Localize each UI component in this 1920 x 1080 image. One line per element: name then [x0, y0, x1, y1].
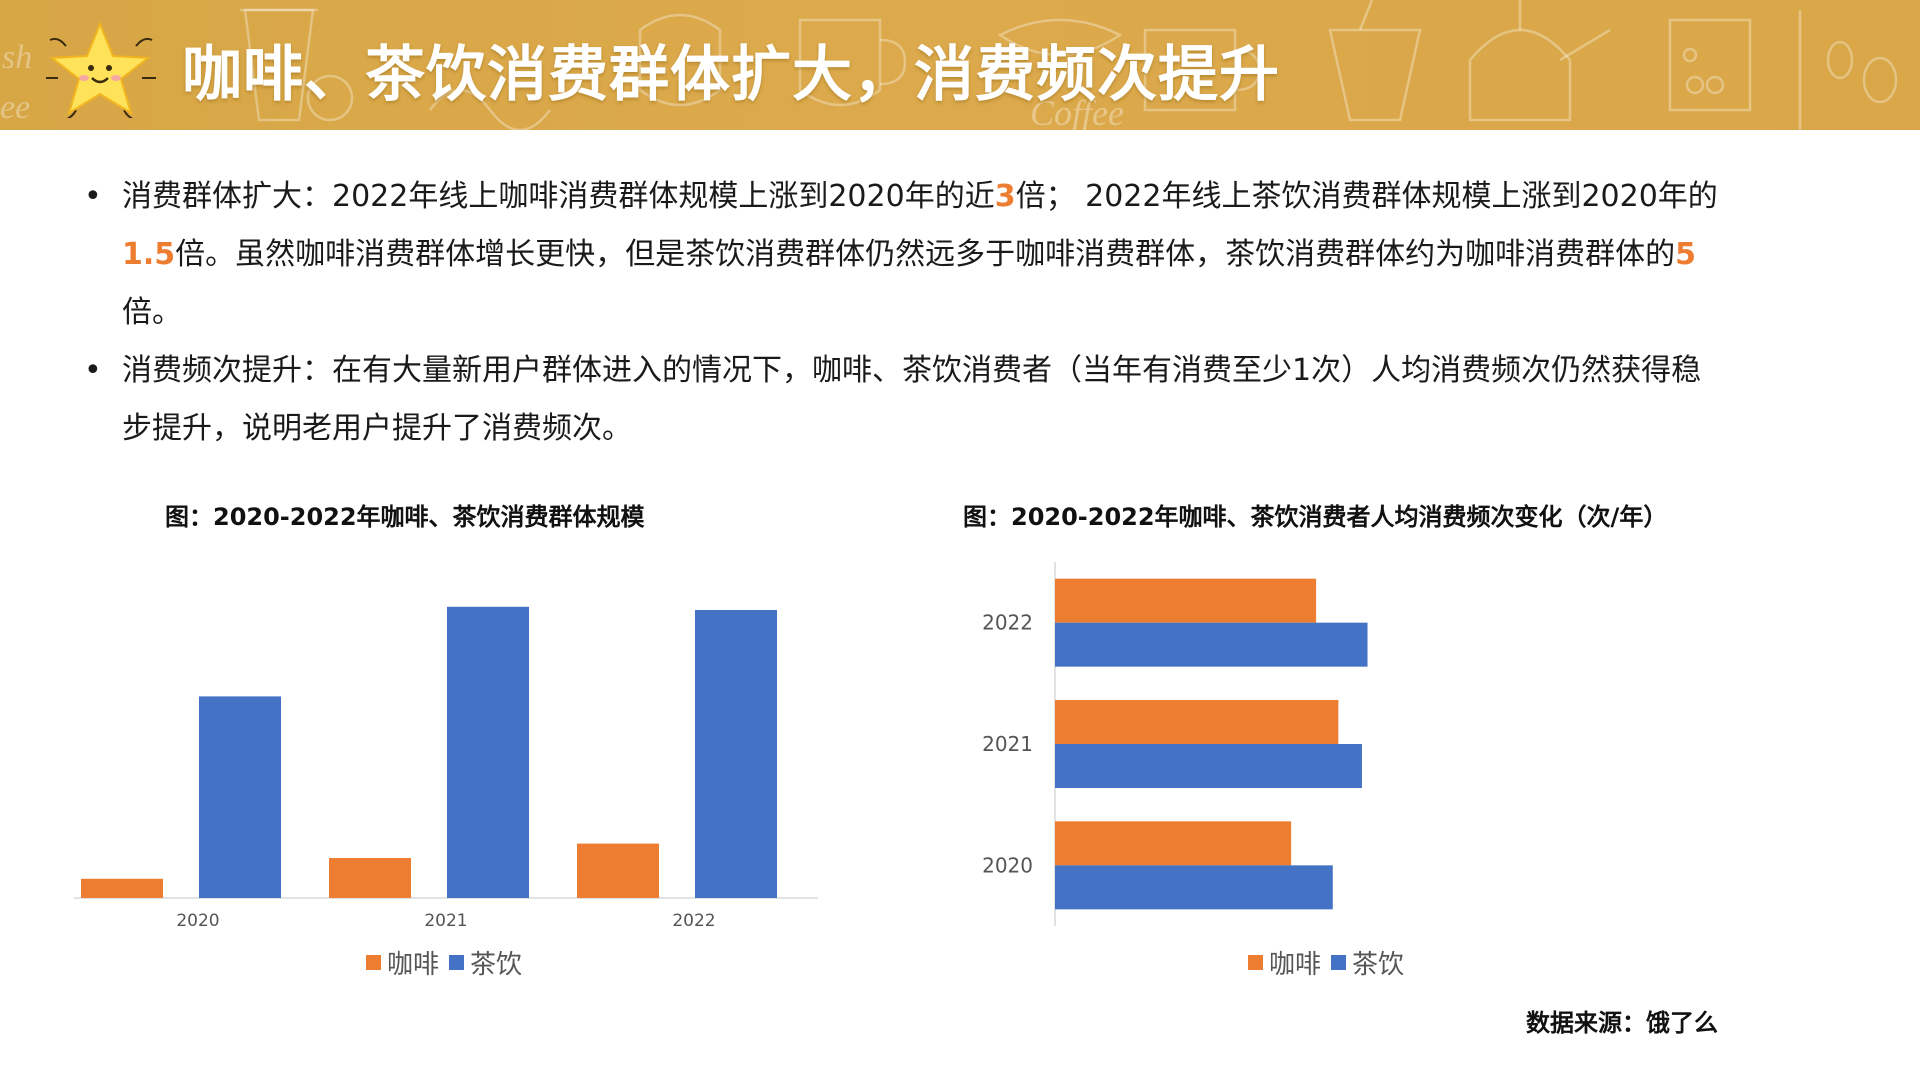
- bullet-consumer-group: • 消费群体扩大：2022年线上咖啡消费群体规模上涨到2020年的近3倍； 20…: [84, 168, 1724, 342]
- legend-item-coffee: 咖啡: [1248, 944, 1321, 981]
- legend-label: 茶饮: [470, 950, 523, 980]
- chart-1-title: 图：2020-2022年咖啡、茶饮消费群体规模: [165, 503, 645, 531]
- bar-tea-2021: [447, 606, 529, 898]
- bullet-frequency: • 消费频次提升：在有大量新用户群体进入的情况下，咖啡、茶饮消费者（当年有消费至…: [84, 342, 1724, 458]
- x-tick-label: 2021: [424, 911, 467, 931]
- page-title: 咖啡、茶饮消费群体扩大，消费频次提升: [182, 40, 1280, 110]
- highlight-number: 5: [1675, 237, 1697, 272]
- bullet-text: 倍。虽然咖啡消费群体增长更快，但是茶饮消费群体仍然远多于咖啡消费群体，茶饮消费群…: [175, 237, 1676, 272]
- highlight-number: 1.5: [122, 237, 176, 272]
- legend-label: 茶饮: [1352, 950, 1405, 980]
- chart-2-title: 图：2020-2022年咖啡、茶饮消费者人均消费频次变化（次/年）: [963, 503, 1668, 531]
- chart-1-legend: 咖啡 茶饮: [366, 944, 532, 981]
- bar-tea-2020: [199, 696, 281, 898]
- chart-2-legend: 咖啡 茶饮: [1248, 944, 1414, 981]
- bullet-text: 倍； 2022年线上茶饮消费群体规模上涨到2020年的: [1015, 179, 1718, 214]
- bar-coffee-2021: [1055, 700, 1339, 744]
- bar-coffee-2022: [1055, 578, 1317, 623]
- bullet-dot-icon: •: [84, 353, 102, 388]
- header-banner: sh ee Coffee: [0, 0, 1920, 130]
- bar-tea-2022: [695, 610, 777, 898]
- bar-coffee-2020: [81, 878, 163, 898]
- bullet-text: 倍。: [122, 295, 182, 330]
- smiling-star-icon: [46, 21, 156, 118]
- svg-text:sh: sh: [2, 39, 32, 76]
- legend-swatch-tea: [1331, 955, 1347, 970]
- bar-coffee-2020: [1055, 821, 1292, 866]
- bullet-dot-icon: •: [84, 179, 102, 214]
- y-tick-label: 2020: [982, 853, 1033, 877]
- legend-swatch-coffee: [366, 955, 381, 970]
- highlight-number: 3: [994, 179, 1016, 214]
- bar-coffee-2021: [329, 858, 411, 898]
- legend-item-coffee: 咖啡: [366, 944, 439, 981]
- legend-item-tea: 茶饮: [1331, 944, 1404, 981]
- chart-1-plot: 2020 2021 2022: [74, 606, 818, 931]
- x-tick-label: 2020: [176, 911, 219, 931]
- bullet-text: 2022年线上咖啡消费群体规模上涨到2020年的近: [332, 179, 995, 214]
- bar-tea-2022: [1055, 622, 1368, 667]
- legend-swatch-coffee: [1248, 955, 1263, 970]
- bullet-list: • 消费群体扩大：2022年线上咖啡消费群体规模上涨到2020年的近3倍； 20…: [84, 168, 1724, 458]
- bullet-text: 在有大量新用户群体进入的情况下，咖啡、茶饮消费者（当年有消费至少1次）人均消费频…: [122, 353, 1702, 446]
- bar-tea-2021: [1055, 744, 1362, 788]
- legend-item-tea: 茶饮: [449, 944, 522, 981]
- svg-text:Coffee: Coffee: [1030, 93, 1124, 130]
- chart-2-plot: 2020 2021 2022: [982, 562, 1368, 926]
- legend-label: 咖啡: [1269, 950, 1322, 980]
- legend-label: 咖啡: [387, 950, 440, 980]
- bullet-label: 消费群体扩大：: [122, 179, 332, 214]
- data-source: 数据来源：饿了么: [1526, 1009, 1718, 1037]
- coffee-doodle-background: sh ee Coffee: [0, 0, 1898, 130]
- bar-tea-2020: [1055, 865, 1333, 910]
- legend-swatch-tea: [449, 955, 465, 970]
- svg-text:ee: ee: [0, 89, 30, 126]
- bar-coffee-2022: [577, 843, 659, 898]
- bullet-label: 消费频次提升：: [122, 353, 332, 388]
- y-tick-label: 2022: [982, 611, 1033, 635]
- y-tick-label: 2021: [982, 732, 1033, 756]
- x-tick-label: 2022: [672, 911, 715, 931]
